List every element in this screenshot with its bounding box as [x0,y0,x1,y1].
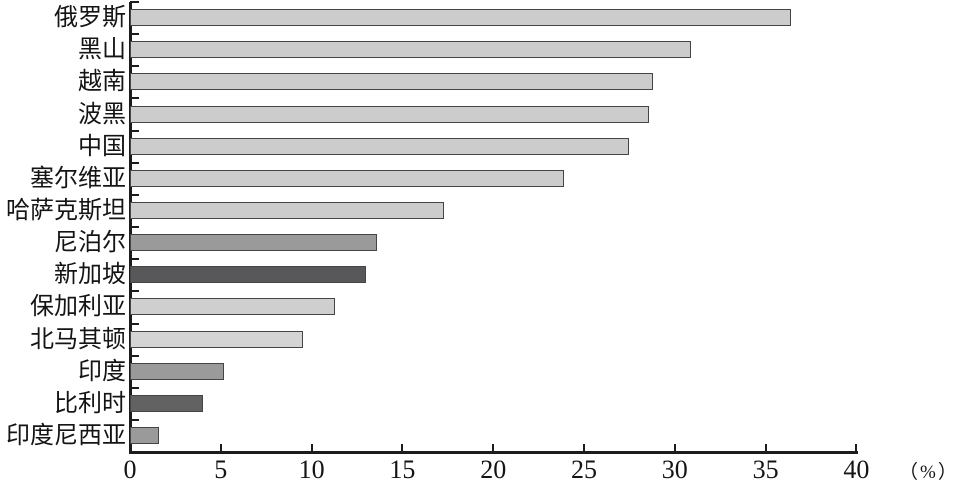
x-axis-tick [583,444,585,451]
bar [130,41,692,59]
x-axis-tick [492,444,495,451]
bar [130,427,160,445]
category-label: 新加坡 [54,262,126,289]
bar [130,298,336,316]
x-axis-tick [764,444,767,451]
category-label: 比利时 [54,390,126,417]
x-axis-tick [219,444,222,451]
bar [130,266,367,284]
y-axis-tick [130,290,139,293]
y-axis-tick [130,258,139,261]
x-axis-tick [855,444,858,451]
x-tick-label: 5 [214,455,228,484]
bar [130,137,630,155]
y-axis-tick [130,226,139,229]
bar [130,394,203,412]
category-label: 中国 [78,133,126,160]
x-tick-label: 30 [661,455,688,484]
y-axis-tick [130,322,139,325]
y-axis-tick [130,65,139,68]
y-axis-tick [130,129,139,132]
x-tick-label: 40 [843,455,870,484]
y-axis-tick [130,193,139,196]
x-axis-unit-label: （%） [899,462,957,483]
bar [130,9,792,27]
y-axis-tick [130,97,139,100]
category-label: 塞尔维亚 [30,165,126,192]
y-axis-tick [130,1,139,3]
x-tick-label: 0 [123,455,137,484]
category-label: 哈萨克斯坦 [6,197,126,224]
category-label: 尼泊尔 [54,230,126,257]
x-tick-label: 35 [752,455,779,484]
y-axis-tick [130,161,139,164]
bar [130,362,225,380]
x-axis-line [129,451,859,454]
category-label: 保加利亚 [30,294,126,321]
category-label: 越南 [78,69,126,96]
y-axis-tick [130,354,139,357]
category-label: 印度尼西亚 [6,423,126,450]
x-tick-label: 20 [480,455,507,484]
category-label: 印度 [78,358,126,385]
bar [130,73,653,91]
y-axis-tick [130,386,139,389]
bar [130,201,445,219]
bar [130,169,565,187]
x-axis-tick [673,444,676,451]
category-label: 北马其顿 [30,326,126,353]
category-label: 黑山 [78,37,126,64]
category-label: 波黑 [78,101,126,128]
y-axis-tick [130,33,139,36]
bar [130,330,303,348]
x-axis-tick [401,444,404,451]
y-axis-tick [130,418,139,421]
x-tick-label: 15 [389,455,416,484]
bar [130,234,377,252]
category-label: 俄罗斯 [54,5,126,32]
x-tick-label: 10 [298,455,325,484]
x-tick-label: 25 [571,455,597,484]
bar [130,105,650,123]
x-axis-tick [310,444,313,451]
